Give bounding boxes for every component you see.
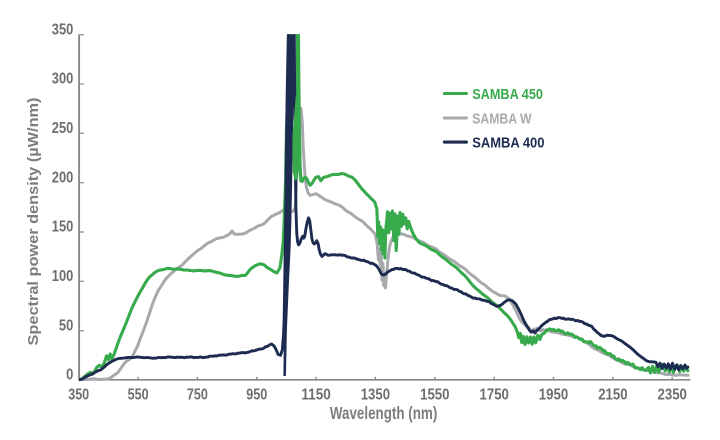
svg-text:300: 300 (52, 71, 74, 88)
svg-text:950: 950 (246, 386, 267, 403)
svg-text:1150: 1150 (301, 386, 330, 403)
svg-text:Wavelength (nm): Wavelength (nm) (330, 403, 437, 423)
svg-text:1350: 1350 (361, 386, 390, 403)
svg-text:Spectral power density (µW/nm): Spectral power density (µW/nm) (26, 97, 42, 345)
svg-text:150: 150 (52, 219, 74, 236)
svg-text:350: 350 (68, 386, 89, 403)
svg-text:SAMBA 450: SAMBA 450 (472, 86, 543, 103)
svg-text:550: 550 (128, 386, 149, 403)
svg-text:350: 350 (52, 21, 74, 38)
svg-text:50: 50 (59, 317, 73, 334)
svg-text:SAMBA 400: SAMBA 400 (472, 134, 544, 151)
svg-text:SAMBA W: SAMBA W (472, 110, 532, 127)
svg-text:200: 200 (52, 169, 74, 186)
svg-text:2350: 2350 (658, 386, 687, 403)
svg-text:1750: 1750 (480, 386, 509, 403)
svg-text:0: 0 (66, 367, 73, 384)
svg-text:1550: 1550 (420, 386, 449, 403)
svg-text:250: 250 (52, 120, 74, 137)
svg-text:100: 100 (52, 268, 74, 285)
svg-text:750: 750 (187, 386, 208, 403)
svg-text:2150: 2150 (598, 386, 627, 403)
svg-text:1950: 1950 (539, 386, 568, 403)
